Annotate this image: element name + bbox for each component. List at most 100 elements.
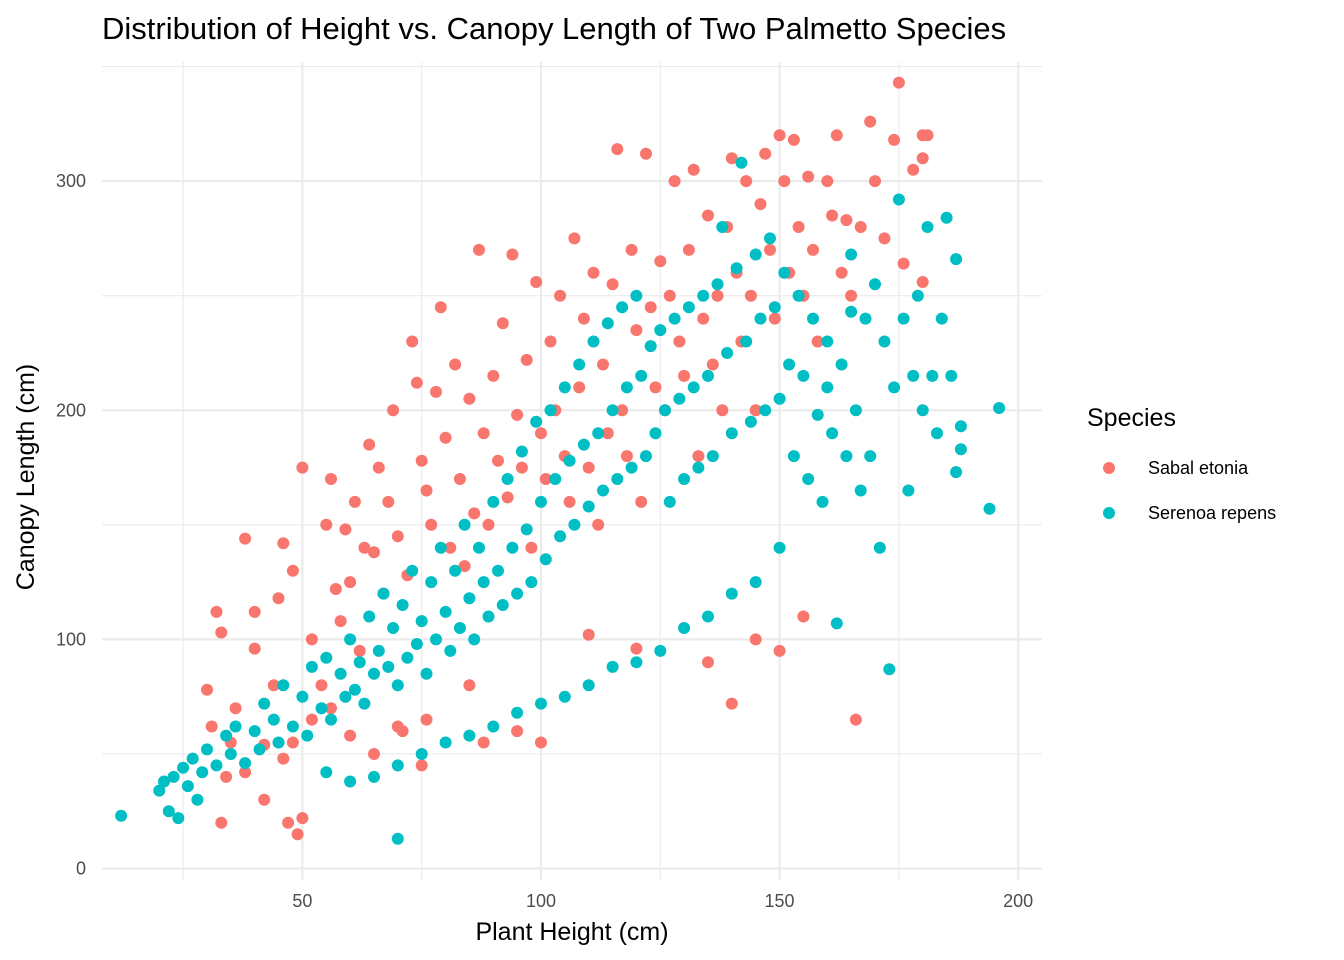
point-serenoa-repens	[725, 587, 738, 600]
point-serenoa-repens	[826, 427, 839, 440]
point-sabal-etonia	[568, 232, 581, 245]
point-serenoa-repens	[277, 679, 290, 692]
point-sabal-etonia	[286, 564, 299, 577]
point-serenoa-repens	[816, 495, 829, 508]
point-serenoa-repens	[706, 450, 719, 463]
point-serenoa-repens	[945, 369, 958, 382]
point-serenoa-repens	[873, 541, 886, 554]
point-serenoa-repens	[439, 605, 452, 618]
point-serenoa-repens	[740, 335, 753, 348]
legend: Species Sabal etonia Serenoa repens	[1087, 404, 1276, 523]
point-serenoa-repens	[320, 766, 333, 779]
point-serenoa-repens	[463, 592, 476, 605]
grid-lines	[102, 62, 1042, 880]
point-serenoa-repens	[950, 466, 963, 479]
point-sabal-etonia	[759, 147, 772, 160]
point-serenoa-repens	[391, 832, 404, 845]
y-tick-label: 300	[56, 171, 86, 191]
point-serenoa-repens	[458, 518, 471, 531]
point-serenoa-repens	[744, 415, 757, 428]
point-sabal-etonia	[496, 317, 509, 330]
point-serenoa-repens	[315, 702, 328, 715]
point-sabal-etonia	[554, 289, 567, 302]
point-sabal-etonia	[520, 353, 533, 366]
point-serenoa-repens	[711, 278, 724, 291]
point-sabal-etonia	[420, 713, 433, 726]
point-serenoa-repens	[363, 610, 376, 623]
point-sabal-etonia	[778, 175, 791, 188]
point-serenoa-repens	[520, 523, 533, 536]
point-sabal-etonia	[625, 243, 638, 256]
point-serenoa-repens	[535, 495, 547, 508]
point-sabal-etonia	[601, 427, 614, 440]
point-serenoa-repens	[558, 690, 571, 703]
point-sabal-etonia	[682, 243, 695, 256]
point-serenoa-repens	[477, 576, 490, 589]
point-sabal-etonia	[363, 438, 376, 451]
point-sabal-etonia	[305, 633, 318, 646]
point-serenoa-repens	[787, 450, 800, 463]
point-sabal-etonia	[425, 518, 438, 531]
y-axis-title: Canopy Length (cm)	[12, 364, 40, 591]
point-sabal-etonia	[210, 605, 223, 618]
point-sabal-etonia	[897, 257, 910, 270]
point-serenoa-repens	[845, 248, 858, 261]
point-serenoa-repens	[735, 156, 748, 169]
point-sabal-etonia	[282, 816, 295, 829]
point-sabal-etonia	[787, 133, 800, 146]
point-serenoa-repens	[835, 358, 848, 371]
point-serenoa-repens	[716, 221, 729, 233]
point-serenoa-repens	[334, 667, 347, 680]
point-serenoa-repens	[854, 484, 867, 497]
point-sabal-etonia	[368, 748, 380, 760]
point-serenoa-repens	[993, 402, 1006, 414]
point-serenoa-repens	[415, 748, 428, 760]
point-serenoa-repens	[568, 518, 581, 531]
point-serenoa-repens	[387, 622, 400, 634]
point-serenoa-repens	[878, 335, 891, 348]
point-sabal-etonia	[387, 404, 400, 417]
point-sabal-etonia	[277, 537, 290, 550]
point-serenoa-repens	[410, 638, 423, 650]
point-sabal-etonia	[344, 729, 357, 742]
point-sabal-etonia	[291, 828, 304, 841]
point-serenoa-repens	[525, 576, 538, 589]
point-serenoa-repens	[601, 317, 614, 330]
point-sabal-etonia	[802, 170, 815, 183]
point-sabal-etonia	[530, 276, 543, 288]
point-serenoa-repens	[678, 622, 691, 634]
point-sabal-etonia	[749, 633, 762, 646]
point-serenoa-repens	[954, 420, 967, 433]
point-sabal-etonia	[663, 289, 676, 302]
point-sabal-etonia	[477, 736, 490, 749]
point-serenoa-repens	[587, 335, 600, 348]
point-sabal-etonia	[439, 431, 452, 444]
point-serenoa-repens	[940, 211, 953, 224]
point-sabal-etonia	[334, 615, 347, 628]
point-sabal-etonia	[702, 656, 714, 669]
point-serenoa-repens	[482, 610, 495, 623]
point-sabal-etonia	[606, 278, 619, 291]
point-serenoa-repens	[549, 473, 562, 485]
point-serenoa-repens	[511, 587, 524, 600]
point-sabal-etonia	[239, 532, 252, 545]
point-serenoa-repens	[186, 752, 199, 765]
point-sabal-etonia	[835, 266, 848, 279]
point-serenoa-repens	[339, 690, 352, 703]
point-sabal-etonia	[697, 312, 710, 325]
point-sabal-etonia	[205, 720, 218, 733]
point-sabal-etonia	[630, 324, 643, 337]
point-serenoa-repens	[296, 690, 309, 703]
point-serenoa-repens	[444, 644, 457, 657]
point-sabal-etonia	[258, 793, 271, 806]
chart-title: Distribution of Height vs. Canopy Length…	[102, 11, 1006, 46]
point-sabal-etonia	[597, 358, 609, 371]
point-sabal-etonia	[248, 642, 261, 655]
point-serenoa-repens	[501, 473, 514, 485]
point-serenoa-repens	[611, 473, 624, 485]
point-serenoa-repens	[162, 805, 175, 818]
point-serenoa-repens	[702, 369, 714, 382]
point-serenoa-repens	[511, 706, 524, 719]
point-serenoa-repens	[544, 404, 557, 417]
point-serenoa-repens	[401, 651, 414, 664]
